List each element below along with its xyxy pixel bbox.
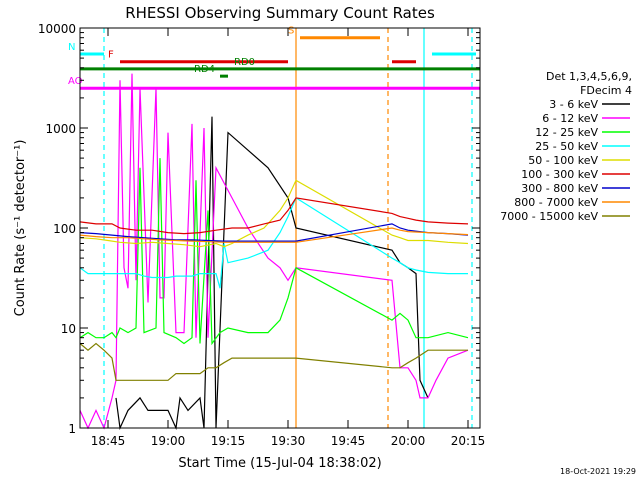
y-tick-label: 10000 [38, 22, 76, 36]
annotation-label-f: F [108, 50, 114, 61]
x-tick-label: 19:15 [211, 434, 246, 448]
plot-area: N S F RD0 RD4 AO 18:45 19:00 19:15 19:30 19:45 20:0… [38, 22, 485, 448]
legend-label-7: 800 - 7000 keV [514, 196, 598, 209]
x-tick-label: 19:30 [271, 434, 306, 448]
legend-label-0: 3 - 6 keV [549, 98, 598, 111]
x-axis-label: Start Time (15-Jul-04 18:38:02) [178, 456, 381, 471]
legend-label-2: 12 - 25 keV [535, 126, 598, 139]
series-line-8 [79, 342, 468, 381]
legend-header-0: Det 1,3,4,5,6,9, [546, 70, 632, 83]
legend-label-6: 300 - 800 keV [521, 182, 598, 195]
legend-label-3: 25 - 50 keV [535, 140, 598, 153]
x-tick-label: 20:15 [451, 434, 486, 448]
legend-label-4: 50 - 100 keV [528, 154, 598, 167]
footer-timestamp: 18-Oct-2021 19:29 [560, 467, 636, 476]
series-line-3 [79, 197, 468, 289]
y-tick-label: 100 [53, 222, 76, 236]
x-tick-label: 20:00 [391, 434, 426, 448]
series-line-6 [79, 223, 469, 242]
annotation-label-n: N [68, 42, 75, 53]
x-tick-label: 19:00 [151, 434, 186, 448]
y-axis-label: Count Rate (s⁻¹ detector⁻¹) [13, 140, 28, 317]
x-tick-label: 18:45 [91, 434, 126, 448]
y-tick-label: 1000 [45, 122, 76, 136]
annotation-label-rd4: RD4 [194, 64, 215, 75]
x-tick-label: 19:45 [331, 434, 366, 448]
y-tick-label: 1 [68, 422, 76, 436]
annotation-label-s: S [288, 26, 294, 37]
annotation-label-rd0: RD0 [234, 57, 255, 68]
chart-title: RHESSI Observing Summary Count Rates [125, 4, 435, 22]
legend-label-8: 7000 - 15000 keV [500, 210, 598, 223]
series-line-4 [79, 179, 469, 248]
legend-label-1: 6 - 12 keV [542, 112, 598, 125]
series-line-5 [79, 197, 469, 235]
series-line-2 [79, 158, 469, 346]
annotation-label-ao: AO [68, 76, 83, 87]
series-line-1 [79, 73, 469, 430]
legend-label-5: 100 - 300 keV [521, 168, 598, 181]
y-tick-label: 10 [61, 322, 76, 336]
series-line-7 [79, 227, 469, 243]
legend-header-1: FDecim 4 [580, 84, 632, 97]
